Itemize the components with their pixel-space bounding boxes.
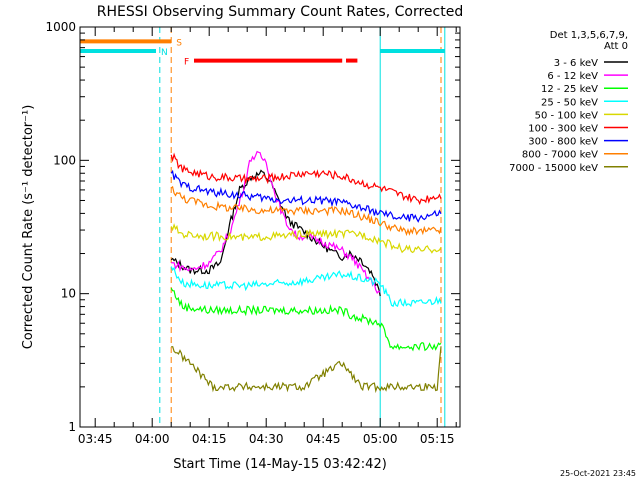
legend-header-line-1: Det 1,3,5,6,7,9,: [550, 30, 628, 41]
series-line-25-50-kev: [170, 266, 442, 308]
x-tick-label: 05:15: [420, 432, 455, 446]
y-tick-label: 100: [53, 153, 76, 167]
x-axis-label: Start Time (14-May-15 03:42:42): [173, 457, 387, 472]
series-line-50-100-kev: [170, 223, 442, 254]
legend-label-7000-15000-kev: 7000 - 15000 keV: [509, 163, 598, 174]
legend-label-3-6-kev: 3 - 6 keV: [554, 58, 598, 69]
y-tick-label: 1000: [45, 20, 76, 34]
x-tick-label: 04:15: [192, 432, 227, 446]
x-tick-label: 03:45: [78, 432, 113, 446]
flag-s-label: S: [176, 38, 182, 48]
plot-frame: [79, 26, 461, 428]
y-tick-label: 10: [61, 287, 76, 301]
series-line-300-800-kev: [170, 169, 442, 223]
flag-n-label: N: [161, 48, 168, 58]
flag-f-label: F: [184, 58, 189, 68]
footer-date: 25-Oct-2021 23:45: [560, 469, 636, 478]
chart-title: RHESSI Observing Summary Count Rates, Co…: [97, 4, 463, 20]
x-tick-label: 04:00: [135, 432, 170, 446]
legend-label-50-100-kev: 50 - 100 keV: [535, 110, 599, 121]
y-tick-label: 1: [68, 420, 76, 434]
series-group: [170, 150, 442, 394]
flag-labels: SN F: [161, 38, 189, 67]
legend-label-800-7000-kev: 800 - 7000 keV: [522, 150, 598, 161]
y-axis-label: Corrected Count Rate (s⁻¹ detector⁻¹): [21, 105, 36, 350]
series-line-6-12-kev: [171, 150, 381, 295]
flag-group: [80, 39, 445, 63]
legend: Det 1,3,5,6,7,9,Att 0 3 - 6 keV 6 - 12 keV…: [509, 30, 628, 174]
series-line-7000-15000-kev: [171, 346, 442, 394]
x-tick-label: 04:45: [306, 432, 341, 446]
legend-header-line-2: Att 0: [604, 41, 628, 52]
legend-label-100-300-kev: 100 - 300 keV: [528, 124, 598, 135]
y-axis: 1 10 100 1000: [45, 20, 460, 434]
legend-label-6-12-kev: 6 - 12 keV: [547, 71, 598, 82]
x-tick-label: 05:00: [363, 432, 398, 446]
legend-label-300-800-kev: 300 - 800 keV: [528, 137, 598, 148]
series-line-12-25-kev: [170, 287, 442, 352]
legend-label-25-50-kev: 25 - 50 keV: [541, 97, 598, 108]
x-tick-label: 04:30: [249, 432, 284, 446]
series-line-800-7000-kev: [170, 185, 442, 237]
series-line-100-300-kev: [170, 152, 442, 206]
x-axis: 03:45 04:00 04:15 04:30 04:45 05:00 05:15: [78, 27, 457, 446]
legend-label-12-25-kev: 12 - 25 keV: [541, 84, 598, 95]
